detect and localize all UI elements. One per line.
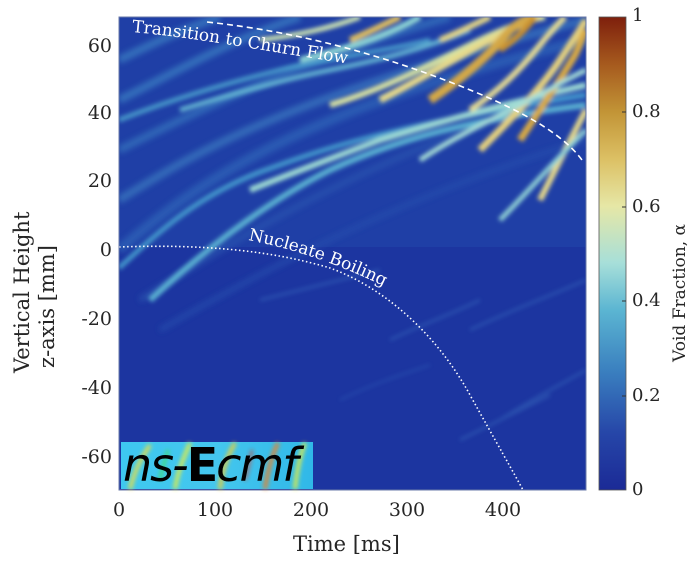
- heatmap: [119, 17, 586, 490]
- x-tick-0: 0: [112, 499, 126, 521]
- churn-flow-boundary-dashed: [206, 21, 583, 161]
- colorbar-title: Void Fraction, α: [670, 224, 690, 362]
- ns-ecmf-logo-bg: [121, 441, 313, 490]
- plot-axes-box: [118, 16, 587, 491]
- x-axis-title: Time [ms]: [293, 532, 400, 556]
- colorbar-tick-0.4: 0.4: [632, 290, 661, 311]
- colorbar-tick-0.2: 0.2: [632, 385, 661, 406]
- colorbar-tick-0.6: 0.6: [632, 196, 661, 217]
- y-tick-neg60: -60: [81, 446, 112, 468]
- y-tick-20: 20: [87, 170, 112, 192]
- y-tick-neg20: -20: [81, 308, 112, 330]
- y-axis-title-line1: Vertical Height: [10, 211, 34, 373]
- y-tick-40: 40: [87, 102, 112, 124]
- ns-ecmf-logo: ns-Ecmf: [121, 442, 313, 489]
- colorbar-tick-0.8: 0.8: [632, 101, 661, 122]
- y-axis-title-line2: z-axis [mm]: [35, 245, 59, 368]
- y-tick-60: 60: [87, 35, 112, 57]
- colorbar: [598, 16, 627, 491]
- x-tick-200: 200: [292, 499, 330, 521]
- y-tick-neg40: -40: [81, 377, 112, 399]
- colorbar-tick-1: 1: [632, 5, 644, 26]
- y-tick-0: 0: [99, 239, 112, 261]
- colorbar-tick-0: 0: [632, 479, 644, 500]
- x-tick-400: 400: [484, 499, 522, 521]
- colorbar-ticks: [622, 111, 626, 397]
- logo-text: ns-Ecmf: [123, 442, 298, 489]
- x-tick-100: 100: [196, 499, 234, 521]
- x-tick-300: 300: [388, 499, 426, 521]
